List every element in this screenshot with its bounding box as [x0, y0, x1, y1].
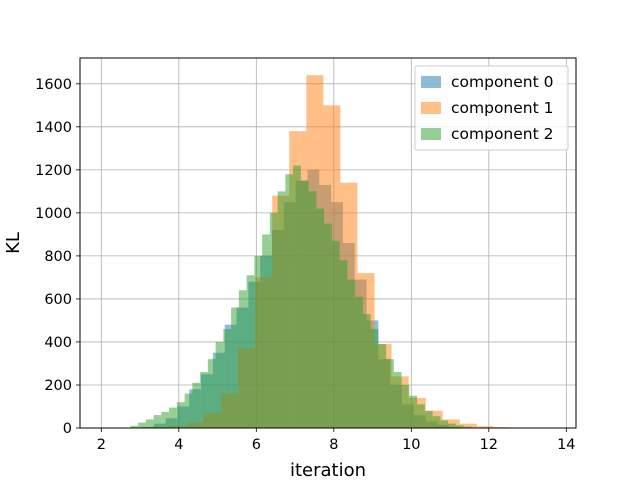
histogram-bar — [216, 342, 224, 428]
histogram-bar — [316, 209, 324, 428]
histogram-bar — [402, 385, 410, 428]
x-tick-label: 10 — [402, 437, 420, 453]
histogram-bar — [177, 402, 185, 428]
y-tick-label: 0 — [63, 421, 72, 437]
x-tick-label: 6 — [252, 437, 261, 453]
histogram-bar — [378, 344, 386, 428]
x-axis-ticks: 2 4 6 8 10 12 14 — [97, 428, 576, 453]
histogram-bar — [332, 241, 340, 428]
histogram-bar — [309, 191, 317, 428]
y-tick-label: 600 — [44, 292, 72, 308]
histogram-bar — [208, 359, 216, 428]
histogram-bar — [394, 372, 402, 428]
x-tick-label: 12 — [480, 437, 498, 453]
histogram-bar — [355, 297, 363, 428]
histogram-bar — [231, 308, 239, 428]
histogram-bar — [192, 383, 200, 428]
y-tick-label: 1600 — [35, 77, 72, 93]
series-2-bars — [130, 166, 471, 428]
histogram-bar — [433, 416, 441, 428]
histogram-bar — [425, 411, 433, 428]
y-tick-label: 1400 — [35, 120, 72, 136]
histogram-bar — [247, 275, 255, 428]
histogram-bar — [363, 314, 371, 428]
histogram-bar — [278, 191, 286, 428]
y-tick-label: 200 — [44, 378, 72, 394]
histogram-bar — [448, 424, 456, 428]
histogram-bar — [285, 174, 293, 428]
histogram-bar — [185, 394, 193, 428]
histogram-bar — [340, 260, 348, 428]
histogram-bar — [386, 359, 394, 428]
legend-swatch — [421, 102, 441, 114]
histogram-bar — [270, 213, 278, 428]
legend-label: component 2 — [451, 125, 553, 143]
x-axis-label: iteration — [290, 460, 366, 480]
x-tick-label: 2 — [97, 437, 106, 453]
legend-label: component 0 — [451, 73, 553, 91]
y-tick-label: 1000 — [35, 206, 72, 222]
histogram-bar — [301, 181, 309, 428]
legend-swatch — [421, 76, 441, 88]
histogram-bar — [371, 329, 379, 428]
histogram-bar — [239, 290, 247, 428]
histogram-bar — [262, 234, 270, 428]
histogram-bar — [417, 404, 425, 428]
y-tick-label: 1200 — [35, 163, 72, 179]
histogram-bar — [293, 166, 301, 428]
histogram-bar — [324, 224, 332, 428]
legend-swatch — [421, 128, 441, 140]
histogram-bar — [440, 420, 448, 428]
legend-label: component 1 — [451, 99, 553, 117]
x-tick-label: 4 — [174, 437, 183, 453]
x-tick-label: 14 — [557, 437, 575, 453]
y-tick-label: 800 — [44, 249, 72, 265]
histogram-bar — [409, 396, 417, 428]
histogram-bar — [347, 280, 355, 428]
histogram-bar — [138, 423, 146, 428]
histogram-bar — [146, 419, 154, 428]
histogram-bar — [223, 329, 231, 428]
y-axis-label: KL — [3, 232, 24, 254]
y-tick-label: 400 — [44, 335, 72, 351]
histogram-bar — [200, 372, 208, 428]
histogram-bar — [254, 256, 262, 428]
y-axis-ticks: 0 200 400 600 800 1000 1200 1400 1600 — [35, 77, 80, 437]
histogram-bar — [169, 408, 177, 428]
histogram-bar — [161, 412, 169, 428]
histogram-bar — [154, 415, 162, 428]
x-tick-label: 8 — [329, 437, 338, 453]
legend: component 0 component 1 component 2 — [415, 66, 568, 150]
